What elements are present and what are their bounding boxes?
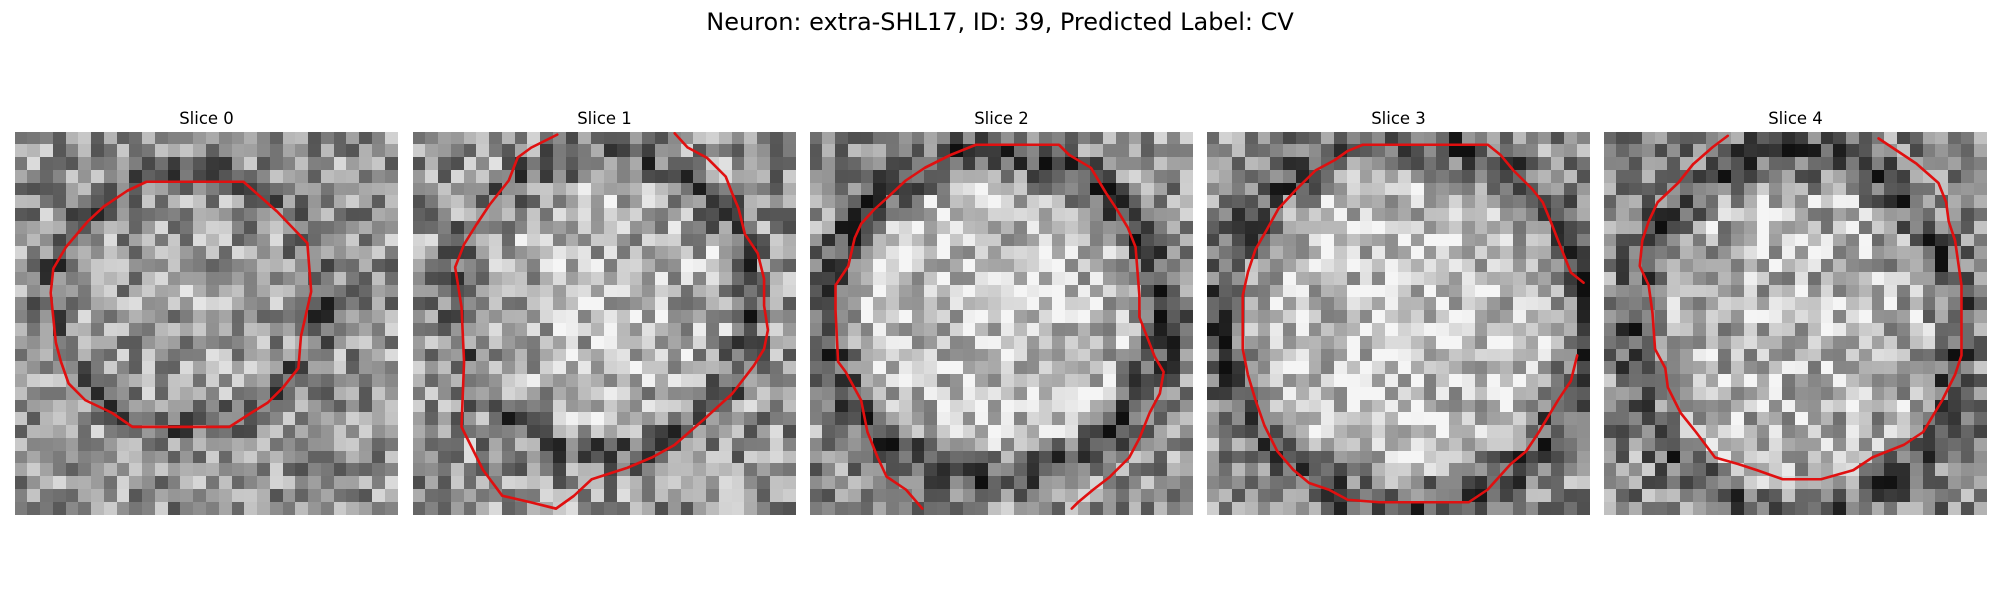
slice-2-title: Slice 2 xyxy=(974,109,1029,128)
slice-0-panel: Slice 0 xyxy=(15,108,398,515)
slice-3-title: Slice 3 xyxy=(1371,109,1426,128)
slice-1-panel: Slice 1 xyxy=(413,108,796,515)
slice-0-title: Slice 0 xyxy=(179,109,234,128)
slice-1-title: Slice 1 xyxy=(577,109,632,128)
slice-3-image xyxy=(1207,132,1590,515)
slice-0-image xyxy=(15,132,398,515)
slice-4-title: Slice 4 xyxy=(1768,109,1823,128)
slice-2-image xyxy=(810,132,1193,515)
slice-4-image xyxy=(1604,132,1987,515)
slice-4-panel: Slice 4 xyxy=(1604,108,1987,515)
figure-title: Neuron: extra-SHL17, ID: 39, Predicted L… xyxy=(706,8,1294,36)
slice-3-panel: Slice 3 xyxy=(1207,108,1590,515)
slice-2-panel: Slice 2 xyxy=(810,108,1193,515)
slice-1-image xyxy=(413,132,796,515)
